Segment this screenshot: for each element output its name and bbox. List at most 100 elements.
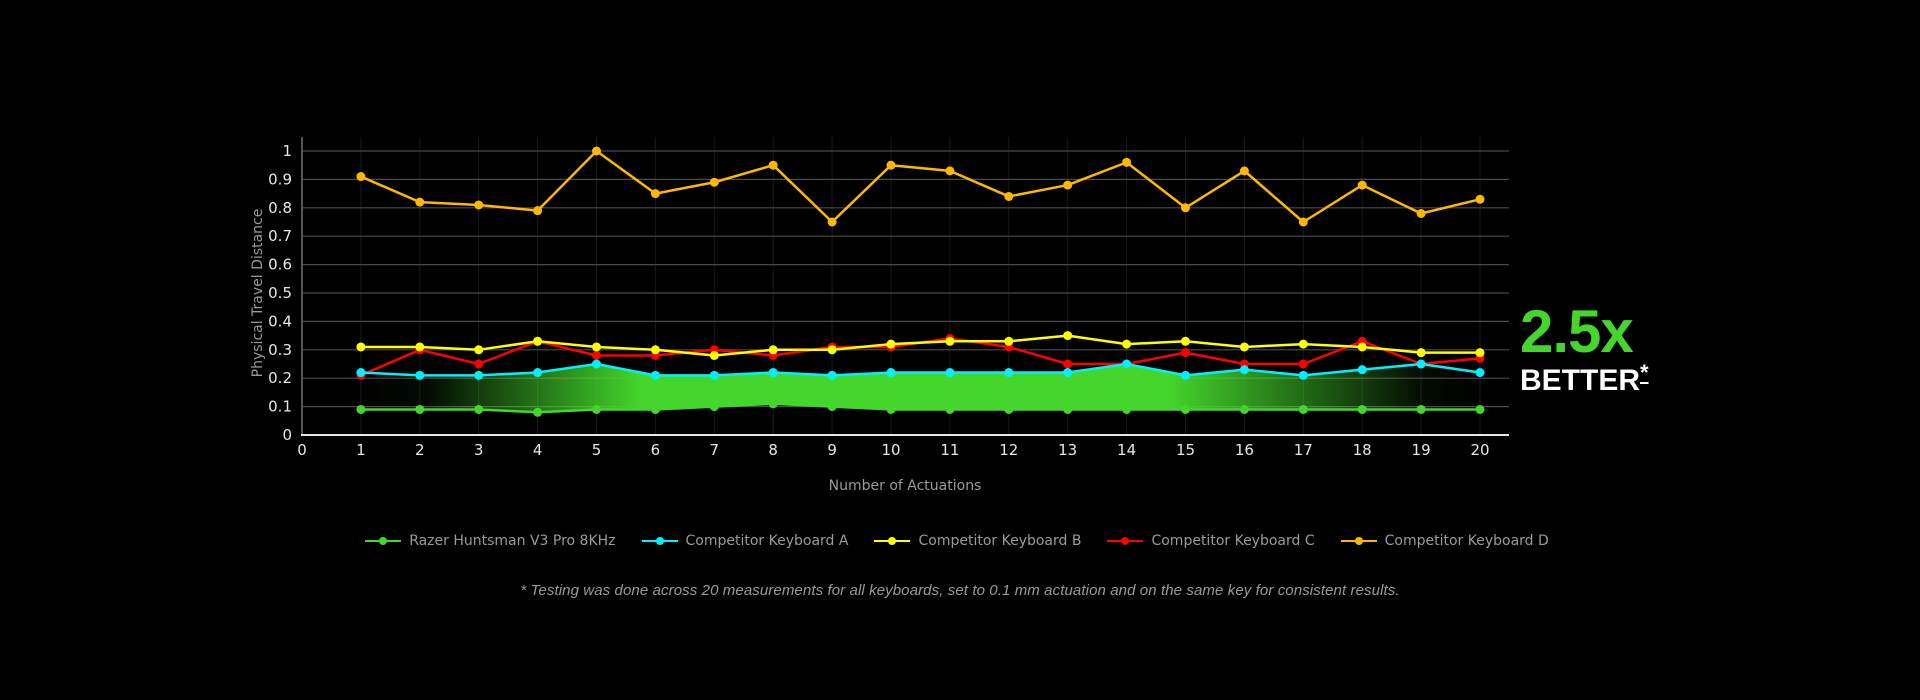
x-tick-label: 6 (651, 441, 661, 459)
data-point (1416, 359, 1426, 369)
series-competitor-keyboard-b (356, 331, 1485, 360)
x-tick-label: 2 (415, 441, 425, 459)
data-point (592, 146, 601, 156)
series-line (360, 402, 1480, 414)
data-point (650, 189, 660, 199)
data-point (1063, 368, 1073, 378)
y-tick-label: 0.9 (268, 170, 292, 188)
data-point (1004, 191, 1014, 201)
legend-item-razer[interactable]: Razer Huntsman V3 Pro 8KHz (365, 533, 616, 549)
data-point (1122, 339, 1132, 349)
data-point (592, 359, 601, 369)
series-line (360, 149, 1481, 224)
data-point (1063, 404, 1073, 414)
data-point (886, 404, 896, 414)
data-point (650, 404, 660, 414)
data-point (1357, 404, 1367, 414)
data-point (945, 166, 955, 176)
x-tick-label: 12 (999, 441, 1018, 459)
x-tick-label: 8 (768, 441, 778, 459)
data-point (1475, 368, 1485, 378)
footnote: * Testing was done across 20 measurement… (520, 582, 1400, 599)
data-point (945, 336, 955, 346)
series-competitor-keyboard-a (356, 359, 1485, 380)
x-tick-label: 7 (710, 441, 720, 459)
legend-swatch-icon (1340, 535, 1377, 547)
legend-swatch-icon (874, 535, 911, 547)
data-point (1181, 370, 1190, 380)
callout-word-text: BETTER (1520, 364, 1640, 397)
data-point (1298, 359, 1308, 369)
data-point (827, 217, 837, 227)
legend-label: Competitor Keyboard C (1151, 533, 1315, 549)
x-tick-label: 9 (827, 441, 837, 459)
data-point (356, 172, 366, 182)
legend-item-keyboard-a[interactable]: Competitor Keyboard A (641, 533, 849, 549)
data-point (592, 404, 601, 414)
data-point (768, 368, 778, 378)
series-competitor-keyboard-d (356, 146, 1485, 227)
data-point (1063, 331, 1073, 341)
callout-better: BETTER* (1520, 362, 1649, 397)
legend-label: Competitor Keyboard A (685, 533, 849, 549)
data-point (1475, 194, 1485, 204)
x-tick-label: 15 (1176, 441, 1195, 459)
data-point (1181, 348, 1190, 358)
highlight-band-area (360, 364, 1480, 413)
data-point (1239, 342, 1249, 352)
y-tick-label: 0 (282, 426, 292, 444)
x-tick-label: 5 (592, 441, 602, 459)
series-line (360, 334, 1480, 357)
data-point (650, 370, 660, 380)
legend-swatch-icon (1107, 535, 1144, 547)
legend-item-keyboard-d[interactable]: Competitor Keyboard D (1340, 533, 1549, 549)
data-point (827, 345, 837, 355)
data-point (1181, 203, 1190, 213)
x-tick-label: 3 (474, 441, 484, 459)
x-tick-label: 19 (1412, 441, 1431, 459)
x-tick-label: 11 (940, 441, 959, 459)
y-tick-label: 1 (282, 142, 292, 160)
data-point (1063, 180, 1073, 190)
legend-item-keyboard-c[interactable]: Competitor Keyboard C (1107, 533, 1315, 549)
x-axis-title: Number of Actuations (829, 478, 982, 494)
data-point (1475, 348, 1485, 358)
data-point (1357, 180, 1367, 190)
data-point (650, 345, 660, 355)
data-point (1004, 368, 1014, 378)
x-tick-label: 10 (881, 441, 900, 459)
y-axis-title: Physical Travel Distance (250, 209, 266, 378)
x-tick-label: 16 (1235, 441, 1254, 459)
data-point (709, 370, 719, 380)
chart-legend: Razer Huntsman V3 Pro 8KHz Competitor Ke… (0, 533, 1920, 549)
data-point (1181, 404, 1190, 414)
data-point (768, 399, 778, 409)
data-point (709, 402, 719, 412)
data-point (592, 350, 601, 360)
data-point (592, 342, 601, 352)
data-point (356, 404, 366, 414)
data-point (1004, 336, 1014, 346)
data-point (533, 407, 543, 417)
y-tick-label: 0.7 (268, 227, 292, 245)
data-point (1239, 365, 1249, 375)
data-point (1122, 404, 1132, 414)
x-tick-label: 18 (1353, 441, 1372, 459)
y-tick-label: 0.8 (268, 199, 292, 217)
y-tick-label: 0.4 (268, 312, 292, 330)
x-tick-label: 17 (1294, 441, 1313, 459)
data-point (1239, 404, 1249, 414)
performance-callout: 2.5x BETTER* (1520, 302, 1649, 396)
y-tick-label: 0.6 (268, 256, 292, 274)
data-point (474, 404, 484, 414)
data-point (415, 370, 425, 380)
data-point (886, 368, 896, 378)
data-point (1298, 370, 1308, 380)
axes (301, 137, 1509, 436)
data-point (356, 342, 366, 352)
data-point (474, 345, 484, 355)
legend-item-keyboard-b[interactable]: Competitor Keyboard B (874, 533, 1081, 549)
data-point (1475, 404, 1485, 414)
data-point (1357, 365, 1367, 375)
data-point (415, 197, 425, 207)
